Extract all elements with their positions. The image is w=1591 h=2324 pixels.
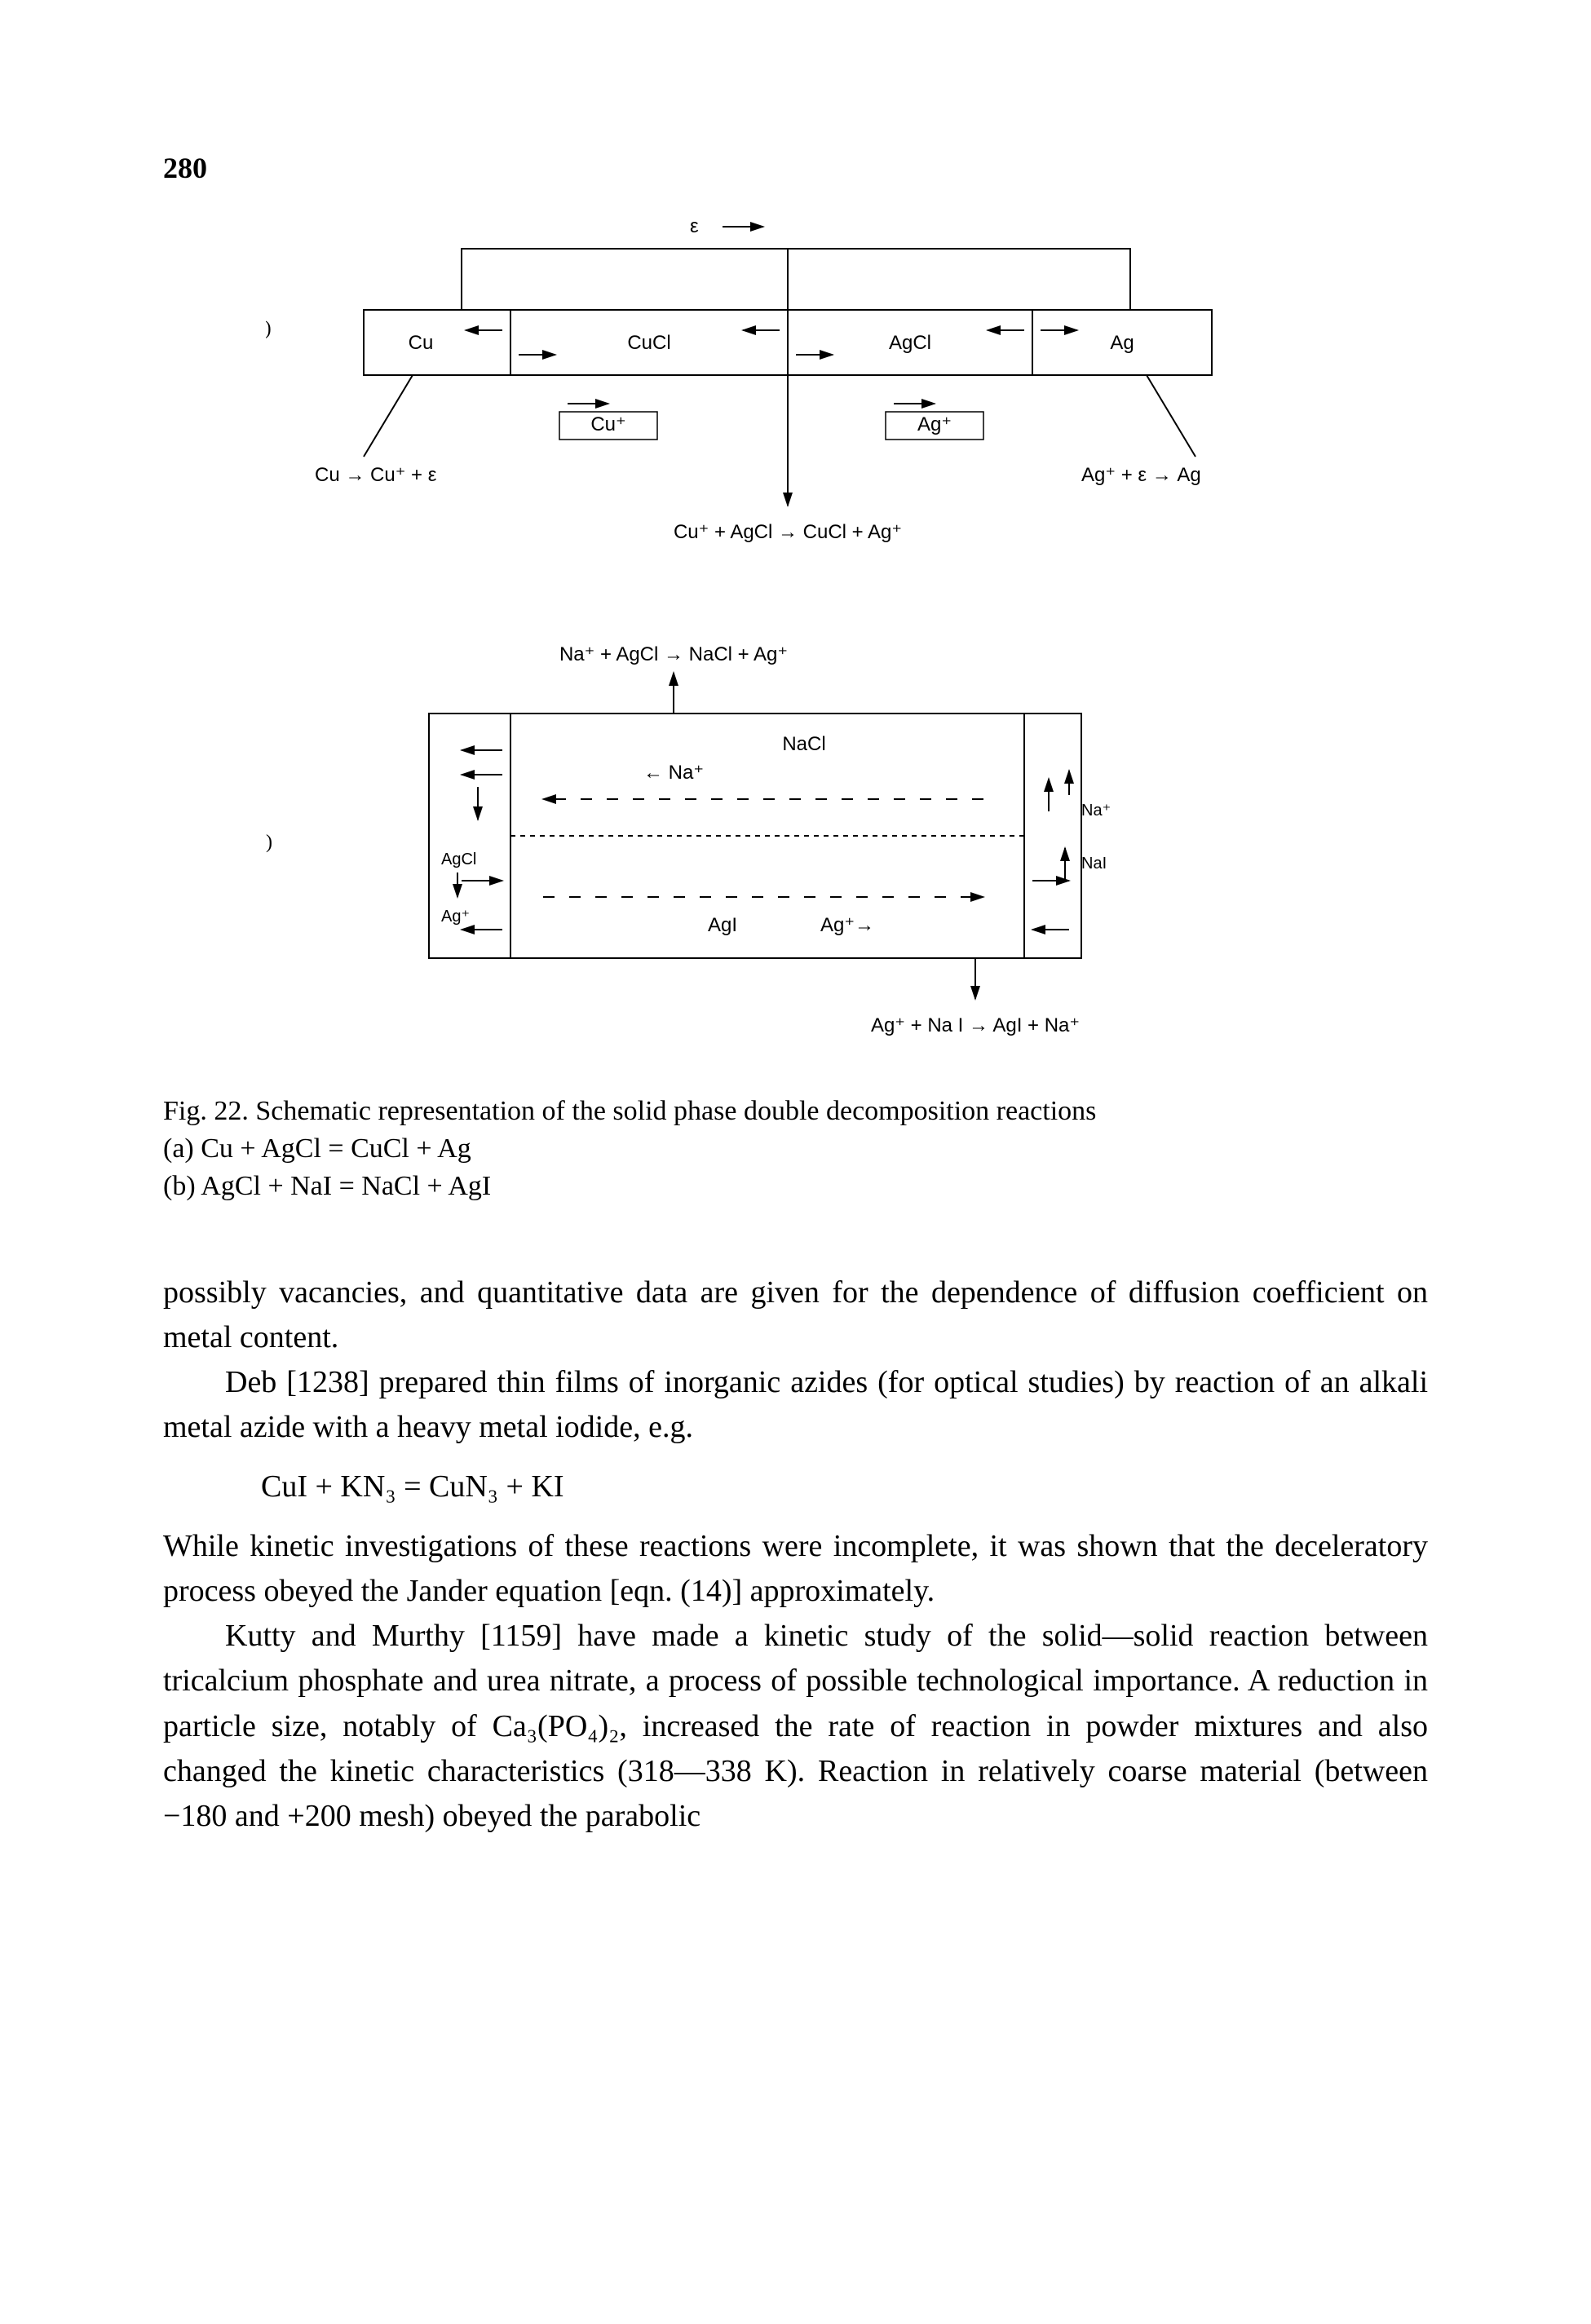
caption-line2: (a) Cu + AgCl = CuCl + Ag xyxy=(163,1130,1428,1168)
paragraph-3: While kinetic investigations of these re… xyxy=(163,1524,1428,1614)
paragraph-4: Kutty and Murthy [1159] have made a kine… xyxy=(163,1614,1428,1838)
figure-b-panel-label: (b) xyxy=(266,832,272,853)
paragraph-2: Deb [1238] prepared thin films of inorga… xyxy=(163,1360,1428,1450)
figure-a-epsilon-label: ε xyxy=(690,215,699,237)
figure-b-agi-label: AgI xyxy=(707,914,736,936)
figure-b-nai-right: NaI xyxy=(1081,855,1107,873)
figure-a-left-eq: Cu → Cu⁺ + ε xyxy=(315,464,437,486)
figure-b-top-eq: Na⁺ + AgCl → NaCl + Ag⁺ xyxy=(559,643,787,665)
caption-line3: (b) AgCl + NaI = NaCl + AgI xyxy=(163,1168,1428,1205)
figure-b-nacl-label: NaCl xyxy=(782,733,825,755)
figure-b-agcl-label: AgCl xyxy=(441,851,476,868)
figure-b-ag-plus-mid: Ag⁺→ xyxy=(820,914,874,936)
figure-a-panel-label: (a) xyxy=(266,318,272,339)
caption-line1: Fig. 22. Schematic representation of the… xyxy=(163,1093,1428,1130)
figure-a-box-agcl: AgCl xyxy=(888,332,930,354)
figure-a-ag-plus-label: Ag⁺ xyxy=(917,413,951,435)
equation-1: CuI + KN₃ = CuN₃ + KI xyxy=(261,1465,1428,1509)
figure-a-box-cu: Cu xyxy=(408,332,433,354)
figure-a-box-cucl: CuCl xyxy=(627,332,670,354)
figure-a-bottom-eq: Cu⁺ + AgCl → CuCl + Ag⁺ xyxy=(673,521,901,543)
paragraph-1: possibly vacancies, and quantitative dat… xyxy=(163,1270,1428,1360)
figure-a-box-ag: Ag xyxy=(1110,332,1134,354)
figure-b-na-plus-arrow: ← Na⁺ xyxy=(643,762,703,784)
figure-caption: Fig. 22. Schematic representation of the… xyxy=(163,1093,1428,1205)
page: 280 (a) ε Cu CuCl AgCl Ag xyxy=(0,0,1591,2324)
figure-b-diagram: (b) Na⁺ + AgCl → NaCl + Ag⁺ NaCl ← Na⁺ A… xyxy=(266,636,1326,1060)
figure-b-bottom-eq: Ag⁺ + Na I → AgI + Na⁺ xyxy=(870,1014,1079,1036)
page-number: 280 xyxy=(163,151,207,185)
figure-a-cu-plus-label: Cu⁺ xyxy=(590,413,625,435)
body-text: possibly vacancies, and quantitative dat… xyxy=(163,1270,1428,1839)
figure-b-ag-plus-left: Ag⁺ xyxy=(441,908,470,926)
figure-b-na-plus-right: Na⁺ xyxy=(1081,802,1111,820)
figure-a-diagram: (a) ε Cu CuCl AgCl Ag Cu⁺ Ag⁺ xyxy=(266,212,1326,571)
figure-a-right-eq: Ag⁺ + ε → Ag xyxy=(1081,464,1201,486)
